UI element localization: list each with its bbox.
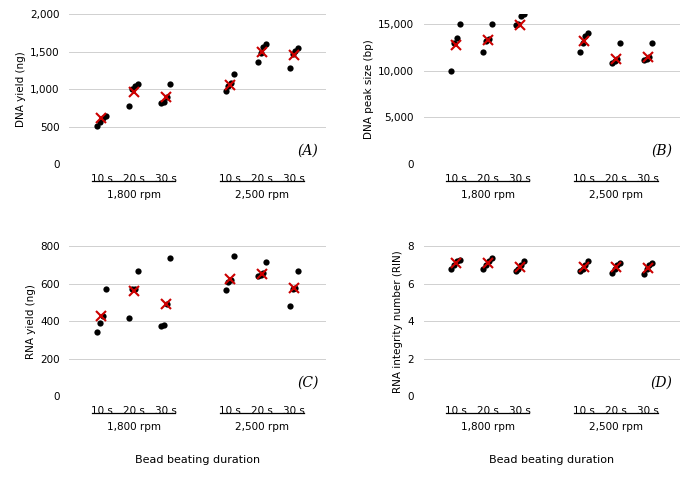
Text: 1,800 rpm: 1,800 rpm [461, 422, 515, 432]
Text: 1,800 rpm: 1,800 rpm [107, 422, 160, 432]
Text: 2,500 rpm: 2,500 rpm [235, 422, 289, 432]
Text: 1,800 rpm: 1,800 rpm [461, 190, 515, 200]
Text: (B): (B) [652, 144, 672, 158]
X-axis label: Bead beating duration: Bead beating duration [489, 455, 614, 465]
Text: 2,500 rpm: 2,500 rpm [589, 422, 643, 432]
X-axis label: Bead beating duration: Bead beating duration [135, 455, 260, 465]
Y-axis label: DNA peak size (bp): DNA peak size (bp) [364, 40, 373, 139]
Text: 2,500 rpm: 2,500 rpm [589, 190, 643, 200]
Text: (C): (C) [297, 376, 319, 390]
Text: (D): (D) [650, 376, 672, 390]
Text: 2,500 rpm: 2,500 rpm [235, 190, 289, 200]
Y-axis label: DNA yield (ng): DNA yield (ng) [16, 51, 26, 127]
Text: (A): (A) [298, 144, 319, 158]
Text: 1,800 rpm: 1,800 rpm [107, 190, 160, 200]
Y-axis label: RNA yield (ng): RNA yield (ng) [26, 284, 36, 359]
Y-axis label: RNA integrity number (RIN): RNA integrity number (RIN) [393, 250, 403, 393]
